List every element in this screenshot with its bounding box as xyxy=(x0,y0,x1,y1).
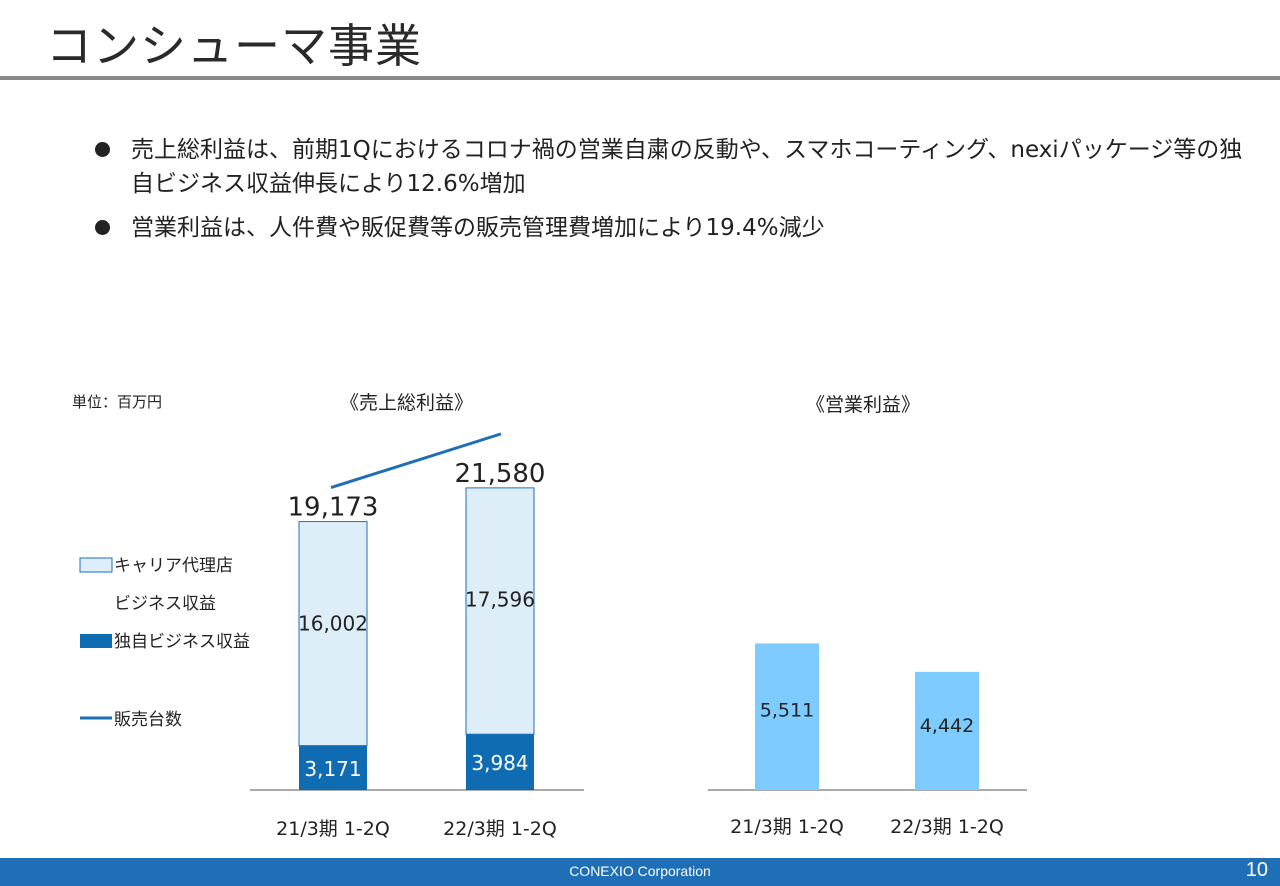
carrier-value-label: 17,596 xyxy=(465,588,535,612)
page-title: コンシューマ事業 xyxy=(46,19,422,73)
bullet-item: 営業利益は、人件費や販促費等の販売管理費増加により19.4%減少 xyxy=(95,211,1245,245)
operating-profit-bar xyxy=(755,643,819,790)
x-tick-label: 22/3期 1-2Q xyxy=(443,818,557,840)
footer-bar: CONEXIO Corporation 10 xyxy=(0,858,1280,886)
x-tick-label: 22/3期 1-2Q xyxy=(890,816,1004,838)
operating-value-label: 5,511 xyxy=(760,699,814,721)
bar-carrier-business xyxy=(298,521,368,747)
page-number: 10 xyxy=(1245,859,1268,881)
own-value-label: 3,984 xyxy=(471,751,528,775)
total-value-label: 19,173 xyxy=(288,493,379,523)
x-tick-label: 21/3期 1-2Q xyxy=(276,818,390,840)
bar-own-business xyxy=(299,745,367,790)
bullet-dot-icon xyxy=(95,142,110,157)
bullet-dot-icon xyxy=(95,220,110,235)
operating-profit-bar xyxy=(915,671,979,790)
unit-label: 単位：百万円 xyxy=(72,393,163,411)
operating-value-label: 4,442 xyxy=(920,715,974,737)
footer-company: CONEXIO Corporation xyxy=(569,863,711,879)
bullet-item: 売上総利益は、前期1Qにおけるコロナ禍の営業自粛の反動や、スマホコーティング、n… xyxy=(95,133,1245,201)
legend-label-own: 独自ビジネス収益 xyxy=(114,632,250,652)
total-value-label: 21,580 xyxy=(455,459,546,489)
bullet-list: 売上総利益は、前期1Qにおけるコロナ禍の営業自粛の反動や、スマホコーティング、n… xyxy=(95,133,1245,255)
units-sold-line xyxy=(330,432,502,490)
legend-label-carrier-1: キャリア代理店 xyxy=(114,556,233,576)
bar-own-business xyxy=(466,734,534,790)
legend-label-carrier-2: ビジネス収益 xyxy=(114,594,216,614)
title-divider xyxy=(0,76,1280,80)
operating-profit-chart-title: 《営業利益》 xyxy=(806,394,921,416)
x-tick-label: 21/3期 1-2Q xyxy=(730,816,844,838)
gross-profit-chart-title: 《売上総利益》 xyxy=(340,392,474,414)
legend-label-units: 販売台数 xyxy=(114,710,182,730)
bar-carrier-business xyxy=(465,487,535,735)
own-value-label: 3,171 xyxy=(304,757,361,781)
carrier-value-label: 16,002 xyxy=(298,611,368,635)
